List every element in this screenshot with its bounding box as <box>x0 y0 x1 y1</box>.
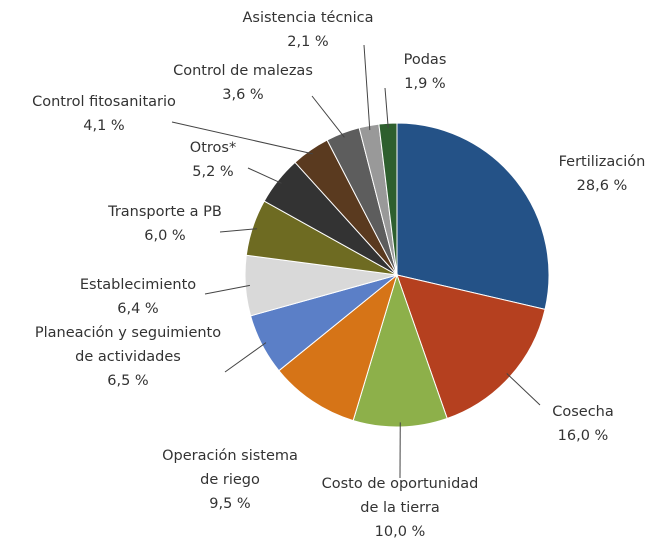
leader-line <box>219 228 258 233</box>
leader-line <box>311 95 345 138</box>
slice-label: Fertilización <box>559 154 646 170</box>
slice-label: Asistencia técnica <box>242 10 373 26</box>
slice-label: Operación sistema de riego <box>162 448 298 488</box>
pie-slice <box>396 122 550 310</box>
slice-value: 16,0 % <box>558 428 609 444</box>
slice-label: Control de malezas <box>173 63 313 79</box>
slice-value: 10,0 % <box>375 524 426 540</box>
slice-label: Cosecha <box>552 404 614 420</box>
leader-line <box>224 342 267 373</box>
slice-label: Control fitosanitario <box>32 94 176 110</box>
slice-label: Establecimiento <box>80 277 196 293</box>
slice-value: 1,9 % <box>404 76 445 92</box>
slice-value: 28,6 % <box>577 178 628 194</box>
slice-value: 6,0 % <box>144 228 185 244</box>
slice-label: Costo de oportunidad de la tierra <box>322 476 479 516</box>
slice-value: 6,5 % <box>107 373 148 389</box>
leader-line <box>384 87 389 128</box>
slice-label: Otros* <box>190 140 236 156</box>
slice-value: 3,6 % <box>222 87 263 103</box>
pie-slice <box>278 273 398 422</box>
pie <box>244 122 550 428</box>
leader-line <box>171 121 314 155</box>
slice-value: 9,5 % <box>209 496 250 512</box>
slice-value: 4,1 % <box>83 118 124 134</box>
slice-value: 2,1 % <box>287 34 328 50</box>
slice-label: Transporte a PB <box>107 204 222 220</box>
slice-label: Planeación y seguimiento de actividades <box>35 325 221 365</box>
leader-line <box>204 284 251 295</box>
leader-line <box>506 373 541 406</box>
slice-value: 6,4 % <box>117 301 158 317</box>
slice-label: Podas <box>404 52 447 68</box>
leader-line <box>247 167 282 184</box>
leader-line <box>363 44 371 131</box>
slice-value: 5,2 % <box>192 164 233 180</box>
